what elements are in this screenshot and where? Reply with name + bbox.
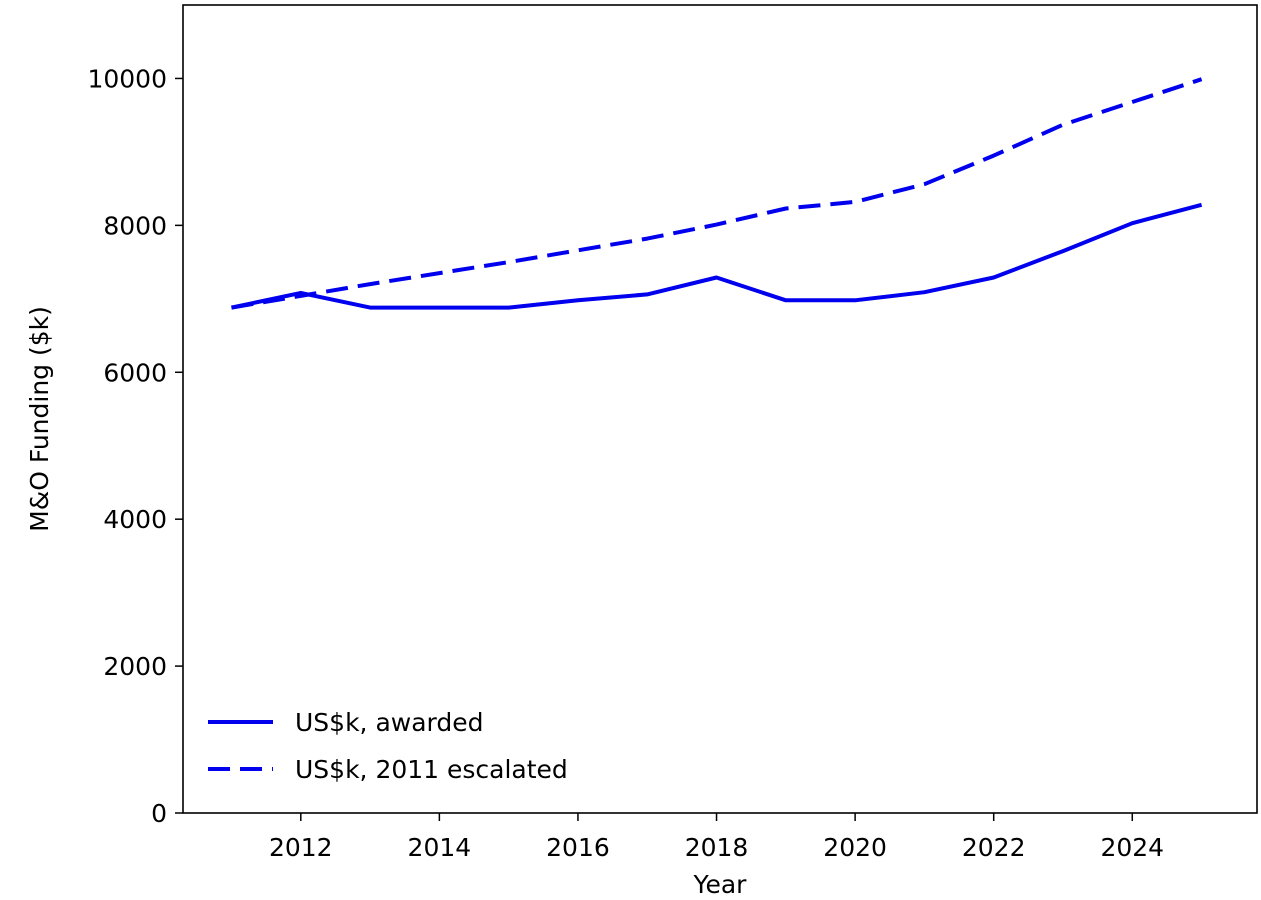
plot-frame (182, 4, 1258, 814)
y-tick-label: 2000 (103, 652, 167, 681)
x-tick-label: 2014 (408, 833, 472, 862)
series-line-awarded (231, 202, 1203, 310)
y-tick-label: 4000 (103, 505, 167, 534)
x-tick-label: 2018 (685, 833, 749, 862)
x-tick-label: 2020 (823, 833, 887, 862)
x-tick-label: 2024 (1100, 833, 1164, 862)
y-axis-label: M&O Funding ($k) (25, 306, 54, 532)
legend: US$k, awarded US$k, 2011 escalated (208, 708, 568, 784)
y-tick-label: 8000 (103, 211, 167, 240)
y-tick-label: 6000 (103, 358, 167, 387)
y-tick-label: 10000 (87, 64, 167, 93)
x-tick-label: 2012 (269, 833, 333, 862)
legend-label-awarded: US$k, awarded (295, 708, 484, 737)
series-line-escalated (231, 77, 1203, 310)
x-tick-label: 2016 (546, 833, 610, 862)
plot-lines (231, 77, 1203, 310)
x-axis-label: Year (693, 870, 748, 899)
legend-label-escalated: US$k, 2011 escalated (295, 755, 568, 784)
axes (182, 4, 1258, 814)
x-axis-ticks: 2012 2014 2016 2018 2020 2022 2024 (269, 813, 1164, 862)
x-tick-label: 2022 (962, 833, 1026, 862)
y-tick-label: 0 (151, 799, 167, 828)
y-axis-ticks: 0 2000 4000 6000 8000 10000 (87, 64, 183, 828)
